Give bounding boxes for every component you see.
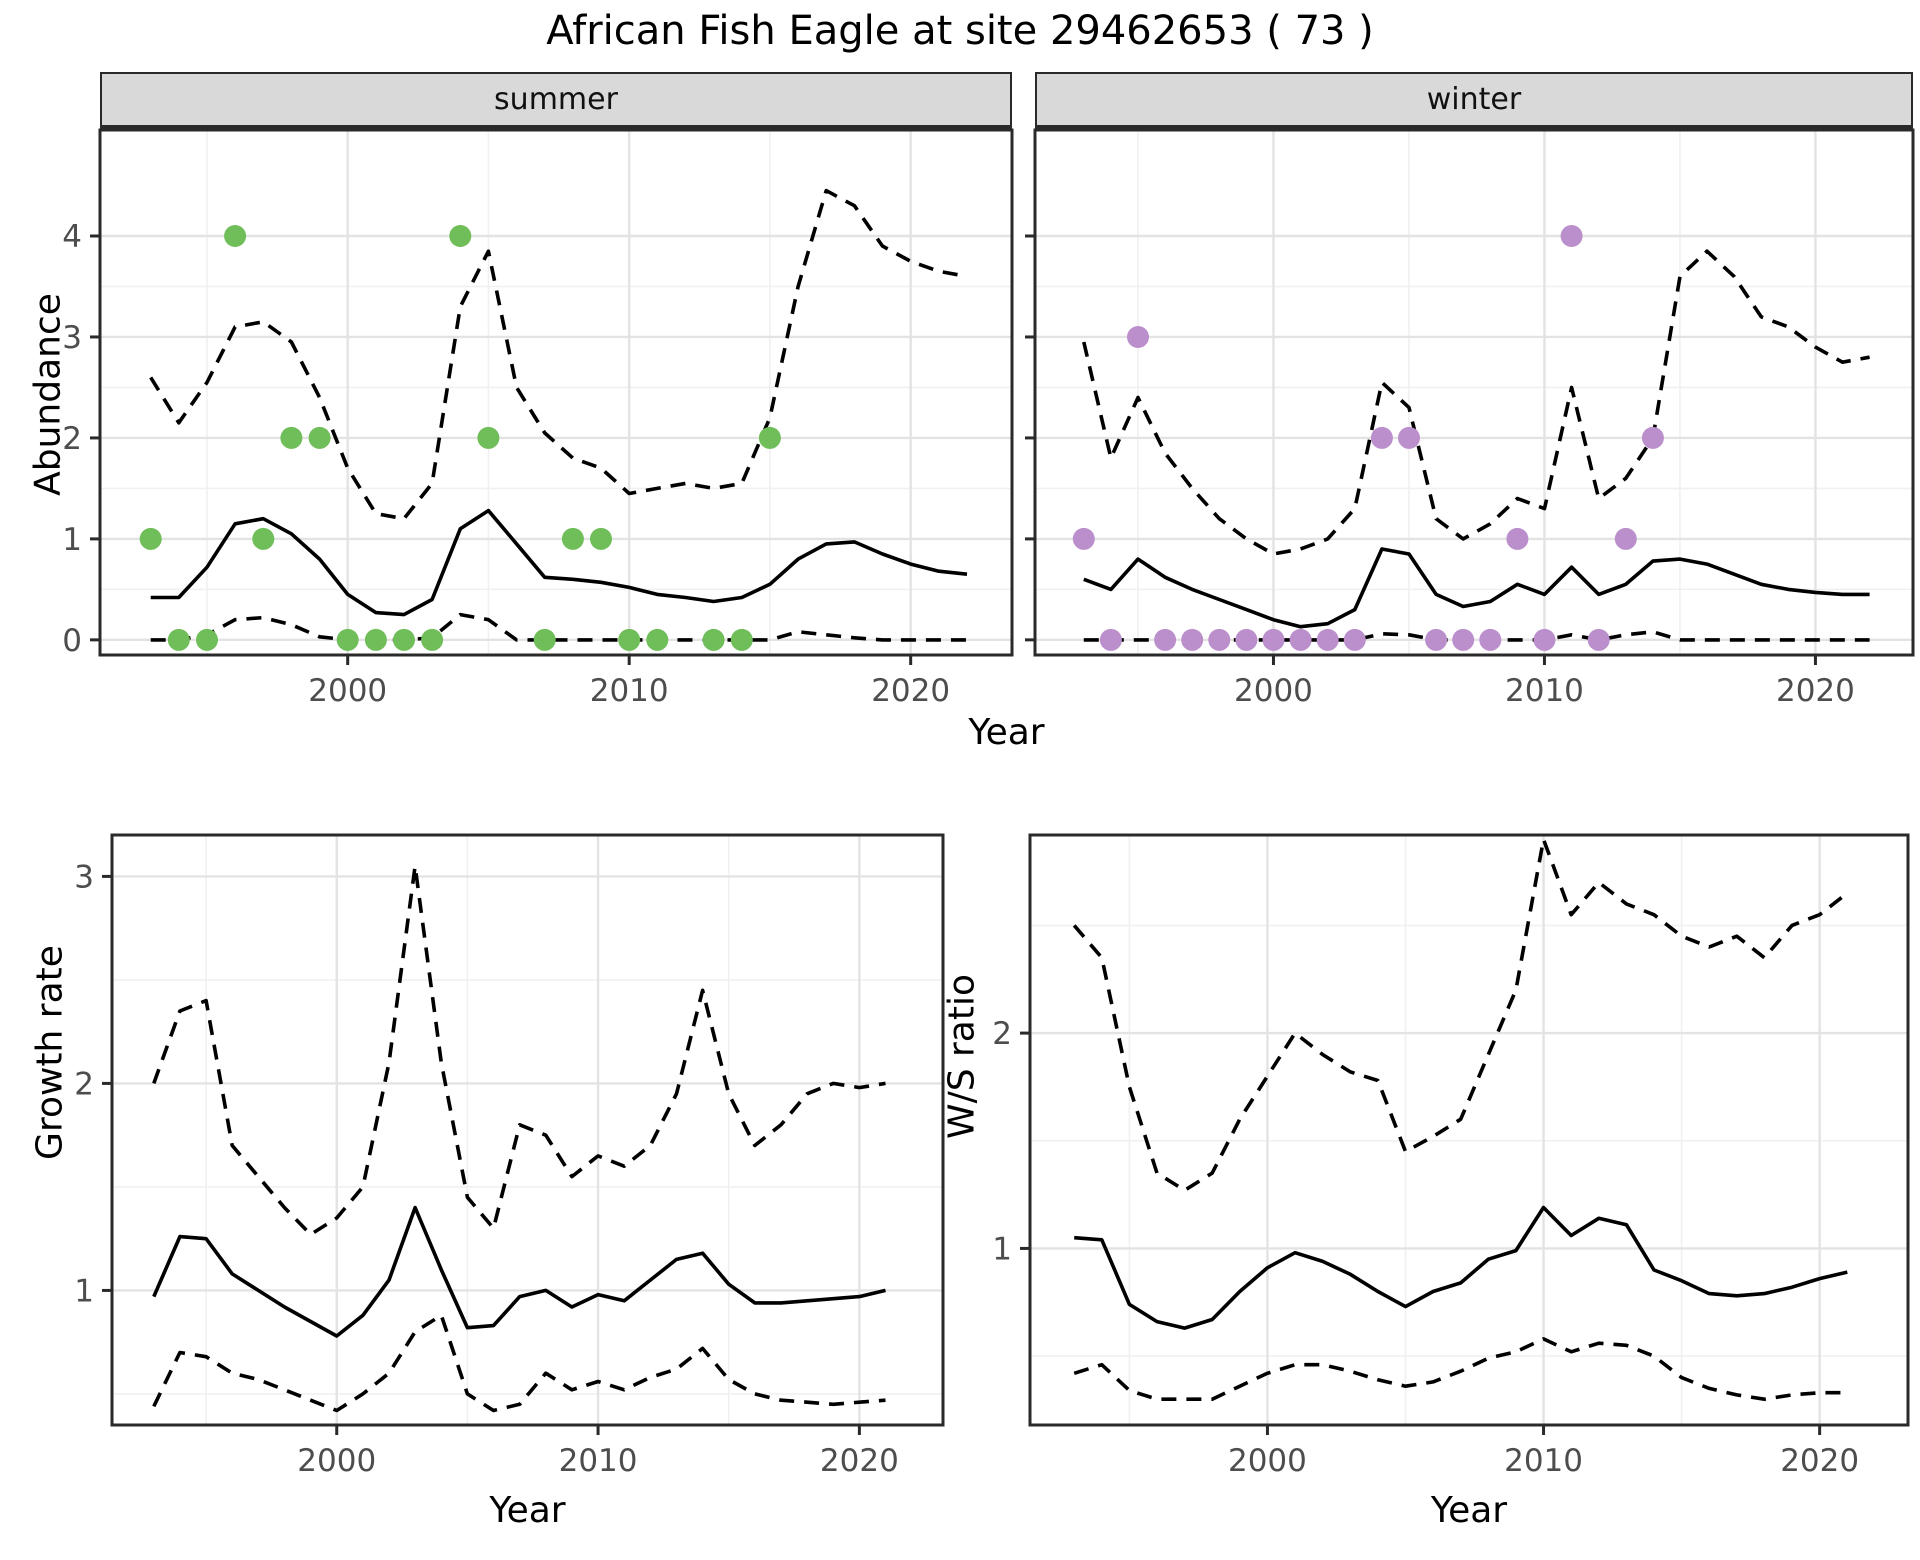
median-line [150, 508, 968, 617]
observation-dot [1181, 628, 1204, 651]
panel-border [1033, 128, 1915, 657]
observation-dot [1452, 628, 1475, 651]
y-tick-label: 1 [62, 522, 82, 558]
ci_upper-line [1082, 249, 1870, 556]
facet-strip-winter: winter [1035, 72, 1913, 130]
x-tick-label: 2020 [1780, 1443, 1859, 1479]
y-tick-label: 2 [74, 1066, 94, 1102]
observation-dot [167, 628, 190, 651]
panel-border [110, 833, 945, 1427]
observation-dot [730, 628, 753, 651]
observation-dot [196, 628, 218, 651]
observation-dot [1289, 628, 1312, 651]
y-tick-label: 3 [74, 859, 94, 895]
observation-dot [1262, 628, 1285, 651]
x-tick-label: 2010 [1504, 1443, 1583, 1479]
facet-strip-summer: summer [100, 72, 1012, 130]
y-tick-label: 2 [992, 1016, 1012, 1052]
ci_lower-line [1073, 1337, 1848, 1401]
observation-dot [1641, 426, 1664, 449]
observation-dot [1127, 326, 1149, 348]
observation-dot [590, 527, 612, 550]
observation-dot [1479, 628, 1502, 651]
y-tick-label: 2 [62, 421, 82, 457]
y-tick-label: 3 [62, 320, 82, 356]
panel-border [1028, 833, 1910, 1427]
x-tick-label: 2020 [871, 673, 950, 709]
facet-strip-summer-label: summer [494, 82, 618, 117]
x-tick-label: 2010 [559, 1443, 638, 1479]
observation-dot [1072, 527, 1095, 550]
panel-background [1030, 835, 1908, 1425]
observation-dot [561, 527, 584, 550]
ci_upper-line [1072, 837, 1849, 1193]
observation-dot [1343, 628, 1366, 651]
ci_upper-line [152, 864, 886, 1237]
observation-dot [393, 628, 415, 651]
observation-dot [1099, 628, 1122, 651]
median-line [152, 1205, 886, 1338]
x-tick-label: 2020 [820, 1443, 899, 1479]
observation-dot [1235, 628, 1258, 651]
observation-dot [1425, 628, 1448, 651]
observation-dot [280, 426, 303, 449]
observation-dot [1587, 628, 1610, 651]
x-tick-label: 2020 [1776, 673, 1855, 709]
ci_lower-line [150, 612, 967, 642]
x-axis-title-growth: Year [489, 1490, 566, 1531]
observation-dot [1370, 426, 1393, 449]
observation-dot [364, 628, 387, 651]
chart-title: African Fish Eagle at site 29462653 ( 73… [546, 8, 1374, 54]
ci_lower-line [152, 1313, 886, 1413]
observation-dot [1154, 628, 1177, 651]
y-tick-label: 1 [992, 1231, 1012, 1267]
median-line [1074, 1205, 1848, 1330]
observation-dot [477, 426, 500, 449]
observation-dot [1208, 628, 1231, 651]
observation-dot [1506, 527, 1529, 550]
observation-dot [618, 628, 641, 651]
observation-dot [449, 225, 472, 247]
facet-strip-winter-label: winter [1426, 82, 1522, 117]
observation-dot [336, 628, 359, 651]
x-tick-label: 2000 [297, 1443, 376, 1479]
panel-background [1035, 130, 1913, 655]
x-tick-label: 2000 [308, 673, 387, 709]
ci_upper-line [149, 188, 968, 521]
observation-dot [758, 426, 781, 449]
observation-dot [421, 628, 444, 651]
y-tick-label: 4 [62, 219, 82, 255]
observation-dot [1316, 628, 1339, 651]
observation-dot [646, 628, 669, 651]
x-axis-title-top: Year [968, 712, 1045, 753]
x-tick-label: 2000 [1234, 673, 1313, 709]
observation-dot [1560, 225, 1583, 247]
y-tick-label: 1 [74, 1273, 94, 1309]
observation-dot [139, 527, 162, 550]
observation-dot [533, 628, 556, 651]
panel-border [98, 128, 1014, 657]
observation-dot [224, 225, 247, 247]
x-tick-label: 2010 [590, 673, 669, 709]
x-axis-title-ws: Year [1430, 1490, 1508, 1531]
median-line [1083, 547, 1870, 629]
observation-dot [252, 527, 275, 550]
x-tick-label: 2000 [1228, 1443, 1307, 1479]
observation-dot [308, 426, 331, 449]
panel-background [100, 130, 1012, 655]
observation-dot [702, 628, 725, 651]
panel-background [112, 835, 943, 1425]
x-tick-label: 2010 [1505, 673, 1584, 709]
observation-dot [1398, 426, 1420, 449]
observation-dot [1533, 628, 1556, 651]
y-tick-label: 0 [62, 623, 82, 659]
observation-dot [1614, 527, 1637, 550]
